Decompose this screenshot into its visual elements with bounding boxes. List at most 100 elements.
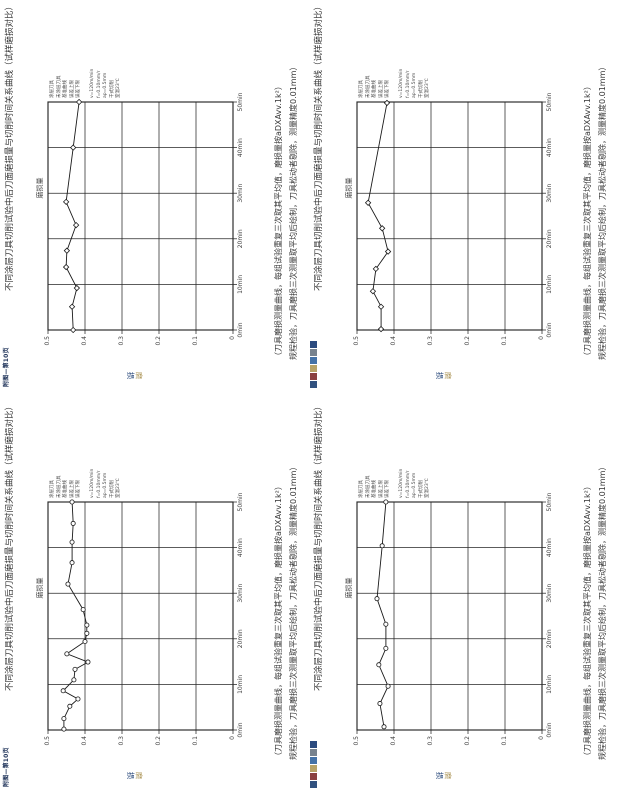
y-tick-label: 0.3 (118, 736, 125, 746)
y-tick-label: 0.3 (427, 336, 434, 346)
x-tick-label: 40min (237, 138, 244, 158)
logo-block (310, 373, 317, 380)
logo-block (310, 765, 317, 772)
data-point-marker (72, 221, 80, 229)
plot-border (47, 101, 234, 331)
legend-group: 涂层刀具 未涂层刀具 基准曲线 误差上限 误差下限 (50, 438, 83, 499)
data-point-marker (377, 325, 385, 333)
data-point-marker (69, 326, 77, 334)
data-point-marker (60, 688, 66, 694)
data-point-marker (372, 265, 380, 273)
x-tick-label: 30min (237, 583, 244, 603)
y-tick-label: 0.3 (427, 736, 434, 746)
legend-entry: 涂层刀具 (50, 480, 55, 498)
grid (47, 101, 237, 334)
figure-heading: 不同涂层刀具切削试验中后刀面磨损量与切削时间关系曲线（试样磨损对比） (314, 2, 324, 292)
figure-caption-line1: （刀具磨损测量曲线，每组试验重复三次取其平均值，磨损量按aDXAvv.1k²） (274, 82, 283, 360)
plot-mini-title: 磨损量 (36, 577, 44, 599)
legend-entry: 涂层刀具 (359, 80, 364, 98)
data-point-marker (383, 621, 389, 627)
logo-block (310, 341, 317, 348)
y-tick-label: 0.1 (501, 736, 508, 746)
y-tick-label: 0 (538, 736, 545, 740)
x-tick-label: 50min (546, 492, 553, 512)
figure-caption-line2: 规程检验，刀具磨损三次测量取平均后绘制，刀具松动者剔除，测量精度0.01mm） (289, 62, 298, 360)
legend-entry: v=120m/min (398, 468, 404, 498)
figure-caption-line1: （刀具磨损测量曲线，每组试验重复三次取其平均值，磨损量按aDXAvv.1k²） (583, 482, 592, 760)
legend-entry: 基准曲线 (372, 80, 378, 98)
x-tick-label: 30min (546, 183, 553, 203)
legend-entry: 室温23℃ (116, 78, 122, 98)
data-point-marker (64, 651, 70, 657)
figure-caption-line1: （刀具磨损测量曲线，每组试验重复三次取其平均值，磨损量按aDXAvv.1k²） (274, 482, 283, 760)
legend-entry: v=120m/min (89, 68, 95, 98)
logo-block (310, 357, 317, 364)
data-point-marker (384, 248, 392, 255)
x-tick-label: 20min (237, 629, 244, 649)
y-tick-label: 0.2 (155, 736, 162, 746)
chart-block-top-right: 不同涂层刀具切削试验中后刀面磨损量与切削时间关系曲线（试样磨损对比） 磨损量 涂层刀… (309, 0, 618, 400)
y-tick-label: 0.2 (464, 736, 471, 746)
x-tick-label: 50min (237, 492, 244, 512)
data-point-marker (383, 499, 389, 505)
x-tick-label: 10min (237, 274, 244, 294)
plot-area (47, 499, 237, 734)
data-point-marker (374, 596, 380, 602)
data-point-marker (84, 630, 90, 636)
data-point-marker (75, 696, 81, 702)
legend-group: v=120m/min f=0.10mm/r ap=0.5mm 干式切削 室温23℃ (90, 438, 123, 498)
x-tick-label: 0min (237, 322, 244, 338)
data-series-line (65, 101, 80, 331)
data-series-line (367, 102, 389, 330)
plot-area (356, 99, 546, 334)
x-tick-label: 40min (546, 538, 553, 558)
plot-mini-title: 磨损量 (345, 177, 353, 199)
figure-heading: 不同涂层刀具切削试验中后刀面磨损量与切削时间关系曲线（试样磨损对比） (5, 402, 15, 692)
data-point-marker (65, 581, 71, 587)
x-tick-label: 10min (237, 674, 244, 694)
legend-entry: 基准曲线 (372, 480, 378, 498)
x-tick-label: 0min (237, 722, 244, 738)
legend-entry: 误差下限 (76, 80, 82, 98)
legend-group: 涂层刀具 未涂层刀具 基准曲线 误差上限 误差下限 (50, 38, 83, 99)
x-tick-label: 20min (546, 229, 553, 249)
plot-border (356, 501, 543, 731)
data-point-marker (63, 247, 71, 254)
data-point-marker (385, 683, 391, 689)
x-tick-label: 30min (546, 583, 553, 603)
x-tick-label: 40min (546, 138, 553, 158)
data-point-marker (71, 677, 77, 683)
data-series-line (376, 501, 389, 727)
logo-block (310, 349, 317, 356)
data-point-marker (67, 703, 73, 709)
logo-block (310, 365, 317, 372)
data-point-marker (377, 701, 383, 707)
legend-entry: 室温23℃ (425, 78, 431, 98)
data-point-marker (364, 199, 372, 206)
y-tick-label: 0.4 (390, 736, 397, 746)
legend-group: v=120m/min f=0.10mm/r ap=0.5mm 干式切削 室温23℃ (399, 38, 432, 98)
x-tick-label: 10min (546, 674, 553, 694)
chart-block-top-left: 不同涂层刀具切削试验中后刀面磨损量与切削时间关系曲线（试样磨损对比） 附图—第10… (0, 0, 309, 400)
logo-block (310, 741, 317, 748)
data-point-marker (376, 662, 382, 668)
y-tick-label: 0.5 (353, 336, 360, 346)
plot-border (356, 101, 543, 331)
chart-figure: 不同涂层刀具切削试验中后刀面磨损量与切削时间关系曲线（试样磨损对比） 磨损量 涂层刀… (309, 0, 618, 400)
legend-entry: ap=0.5mm (412, 72, 418, 98)
chart-figure: 不同涂层刀具切削试验中后刀面磨损量与切削时间关系曲线（试样磨损对比） 附图—第10… (0, 0, 309, 400)
y-axis-title: 磨损 (435, 771, 452, 780)
data-point-marker (68, 303, 76, 310)
grid (356, 101, 546, 334)
data-point-marker (379, 543, 385, 549)
y-tick-label: 0.5 (44, 736, 51, 746)
corner-code: 附图—第10页 (3, 747, 10, 787)
y-tick-label: 0.2 (155, 336, 162, 346)
chart-figure: 不同涂层刀具切削试验中后刀面磨损量与切削时间关系曲线（试样磨损对比） 磨损量 涂层刀… (309, 400, 618, 800)
legend-entry: v=120m/min (89, 468, 95, 498)
plot-area (47, 98, 237, 334)
data-point-marker (69, 539, 75, 545)
data-point-marker (69, 144, 77, 151)
x-tick-label: 10min (546, 274, 553, 294)
data-point-marker (383, 99, 391, 107)
